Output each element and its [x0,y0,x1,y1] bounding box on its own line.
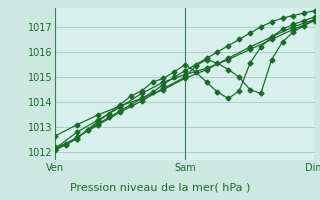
Text: Pression niveau de la mer( hPa ): Pression niveau de la mer( hPa ) [70,182,250,192]
